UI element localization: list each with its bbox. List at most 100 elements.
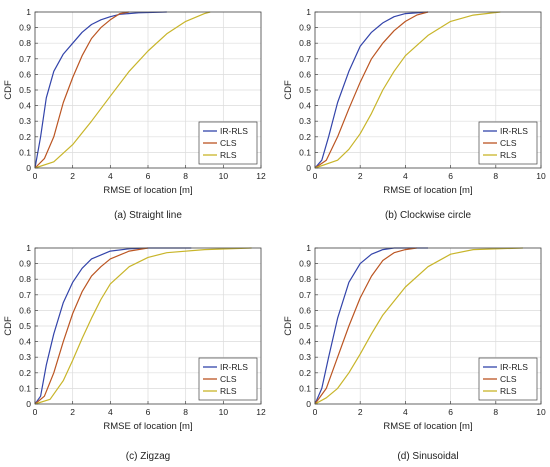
y-tick-label: 1 xyxy=(306,7,311,17)
legend-box xyxy=(478,121,538,165)
y-axis-label: CDF xyxy=(3,80,14,100)
y-tick-label: 0.9 xyxy=(19,259,31,269)
x-tick-label: 10 xyxy=(536,407,546,417)
y-axis-label: CDF xyxy=(283,80,294,100)
y-tick-label: 0.8 xyxy=(299,274,311,284)
y-tick-label: 1 xyxy=(26,7,31,17)
y-tick-label: 0.6 xyxy=(299,305,311,315)
legend: IR-RLS CLS RLS xyxy=(478,121,538,165)
legend-entry: IR-RLS xyxy=(500,126,528,136)
series-line-cls xyxy=(314,11,429,169)
legend-entry: RLS xyxy=(220,150,237,160)
y-axis-label: CDF xyxy=(283,316,294,336)
x-tick-label: 12 xyxy=(256,171,266,181)
chart-panel-3: 0 2 4 6 8 10 12 0 0.1 0.2 0.3 0.4 0.5 0.6 0.7 0.8 0.9 1 RM… xyxy=(3,243,266,462)
x-tick-label: 8 xyxy=(493,171,498,181)
x-axis-label: RMSE of location [m] xyxy=(383,421,472,432)
y-tick-label: 0.8 xyxy=(19,274,31,284)
y-tick-label: 0.2 xyxy=(299,132,311,142)
series-line-cls xyxy=(34,11,130,169)
y-tick-label: 0.9 xyxy=(299,23,311,33)
series-line-rls xyxy=(34,247,252,405)
y-tick-label: 0.9 xyxy=(299,259,311,269)
y-tick-label: 0.8 xyxy=(19,38,31,48)
y-tick-label: 0.5 xyxy=(299,85,311,95)
x-tick-label: 2 xyxy=(70,171,75,181)
y-tick-label: 0.3 xyxy=(299,352,311,362)
x-tick-label: 6 xyxy=(146,171,151,181)
y-tick-label: 1 xyxy=(306,243,311,253)
legend: IR-RLS CLS RLS xyxy=(198,357,258,401)
x-tick-label: 4 xyxy=(108,407,113,417)
x-tick-label: 6 xyxy=(448,171,453,181)
y-tick-label: 0.2 xyxy=(19,368,31,378)
legend-entry: CLS xyxy=(500,138,517,148)
y-tick-label: 0.1 xyxy=(19,147,31,157)
y-tick-label: 0.1 xyxy=(19,383,31,393)
chart-panel-1: 0 2 4 6 8 10 12 0 0.1 0.2 0.3 0.4 0.5 0.6 0.7 0.8 0.9 1 RM… xyxy=(3,7,266,221)
x-tick-label: 12 xyxy=(256,407,266,417)
series-line-ir-rls xyxy=(314,11,429,169)
y-axis-label: CDF xyxy=(3,316,14,336)
y-tick-label: 0 xyxy=(306,163,311,173)
series-line-ir-rls xyxy=(34,247,192,405)
x-tick-label: 4 xyxy=(403,407,408,417)
y-tick-label: 0.2 xyxy=(299,368,311,378)
y-tick-label: 0.4 xyxy=(19,337,31,347)
panel-caption: (b) Clockwise circle xyxy=(385,210,472,221)
y-tick-label: 0.6 xyxy=(299,69,311,79)
panel-caption: (d) Sinusoidal xyxy=(397,451,458,462)
legend-entry: IR-RLS xyxy=(220,362,248,372)
y-tick-label: 0.1 xyxy=(299,383,311,393)
x-axis-label: RMSE of location [m] xyxy=(103,185,192,196)
y-tick-label: 0.1 xyxy=(299,147,311,157)
y-tick-label: 0.9 xyxy=(19,23,31,33)
x-tick-label: 10 xyxy=(219,407,229,417)
y-tick-label: 0.4 xyxy=(299,337,311,347)
x-tick-label: 4 xyxy=(403,171,408,181)
x-axis-label: RMSE of location [m] xyxy=(103,421,192,432)
x-tick-label: 6 xyxy=(448,407,453,417)
x-tick-label: 0 xyxy=(313,407,318,417)
legend-entry: CLS xyxy=(220,374,237,384)
x-axis-label: RMSE of location [m] xyxy=(383,185,472,196)
y-tick-label: 0.3 xyxy=(19,116,31,126)
y-tick-label: 0.6 xyxy=(19,305,31,315)
panel-caption: (c) Zigzag xyxy=(126,451,170,462)
x-tick-label: 8 xyxy=(493,407,498,417)
y-tick-label: 1 xyxy=(26,243,31,253)
x-tick-label: 10 xyxy=(219,171,229,181)
legend-entry: CLS xyxy=(220,138,237,148)
legend-entry: CLS xyxy=(500,374,517,384)
y-tick-label: 0.5 xyxy=(19,85,31,95)
chart-panel-4: 0 2 4 6 8 10 0 0.1 0.2 0.3 0.4 0.5 0.6 0.7 0.8 0.9 1 RMSE… xyxy=(283,243,546,462)
x-tick-label: 0 xyxy=(33,407,38,417)
y-tick-label: 0.3 xyxy=(299,116,311,126)
series-line-rls xyxy=(34,11,211,169)
y-tick-label: 0 xyxy=(306,399,311,409)
y-tick-label: 0.7 xyxy=(299,54,311,64)
y-tick-label: 0 xyxy=(26,399,31,409)
series-line-cls xyxy=(34,247,149,405)
x-tick-label: 2 xyxy=(358,171,363,181)
legend-entry: RLS xyxy=(500,150,517,160)
y-tick-label: 0.5 xyxy=(19,321,31,331)
legend-entry: RLS xyxy=(220,386,237,396)
x-tick-label: 10 xyxy=(536,171,546,181)
y-tick-label: 0.4 xyxy=(19,101,31,111)
legend: IR-RLS CLS RLS xyxy=(478,357,538,401)
chart-panel-2: 0 2 4 6 8 10 0 0.1 0.2 0.3 0.4 0.5 0.6 0.7 0.8 0.9 1 RMSE… xyxy=(283,7,546,221)
series-line-rls xyxy=(314,11,501,169)
y-tick-label: 0.4 xyxy=(299,101,311,111)
y-tick-label: 0 xyxy=(26,163,31,173)
legend-entry: RLS xyxy=(500,386,517,396)
y-tick-label: 0.3 xyxy=(19,352,31,362)
y-tick-label: 0.7 xyxy=(299,290,311,300)
legend-entry: IR-RLS xyxy=(220,126,248,136)
y-tick-label: 0.2 xyxy=(19,132,31,142)
y-tick-label: 0.6 xyxy=(19,69,31,79)
series-line-ir-rls xyxy=(314,247,428,405)
x-tick-label: 4 xyxy=(108,171,113,181)
series-line-rls xyxy=(314,247,523,405)
